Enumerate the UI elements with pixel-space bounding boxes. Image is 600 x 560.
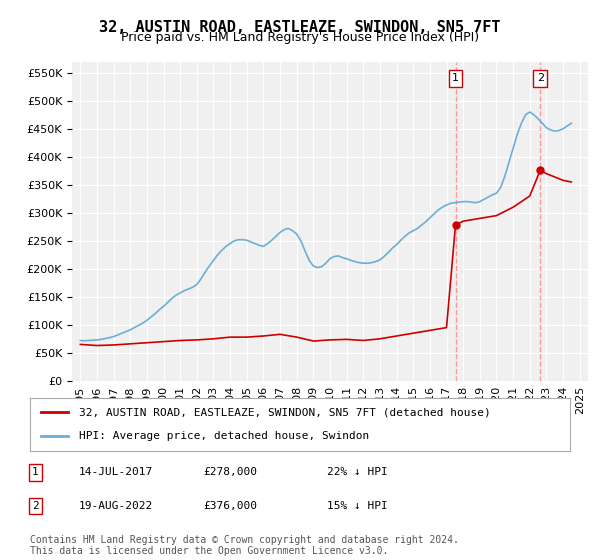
Text: 15% ↓ HPI: 15% ↓ HPI xyxy=(327,501,388,511)
Text: 2: 2 xyxy=(32,501,39,511)
Text: 19-AUG-2022: 19-AUG-2022 xyxy=(79,501,153,511)
Text: 14-JUL-2017: 14-JUL-2017 xyxy=(79,468,153,478)
Text: 2: 2 xyxy=(536,73,544,83)
Text: HPI: Average price, detached house, Swindon: HPI: Average price, detached house, Swin… xyxy=(79,431,369,441)
Text: 32, AUSTIN ROAD, EASTLEAZE, SWINDON, SN5 7FT (detached house): 32, AUSTIN ROAD, EASTLEAZE, SWINDON, SN5… xyxy=(79,408,490,418)
Text: Contains HM Land Registry data © Crown copyright and database right 2024.
This d: Contains HM Land Registry data © Crown c… xyxy=(30,535,459,557)
Text: 32, AUSTIN ROAD, EASTLEAZE, SWINDON, SN5 7FT: 32, AUSTIN ROAD, EASTLEAZE, SWINDON, SN5… xyxy=(99,20,501,35)
Text: Price paid vs. HM Land Registry's House Price Index (HPI): Price paid vs. HM Land Registry's House … xyxy=(121,31,479,44)
Text: 22% ↓ HPI: 22% ↓ HPI xyxy=(327,468,388,478)
Text: £278,000: £278,000 xyxy=(203,468,257,478)
Text: 1: 1 xyxy=(452,73,459,83)
Text: 1: 1 xyxy=(32,468,39,478)
Text: £376,000: £376,000 xyxy=(203,501,257,511)
